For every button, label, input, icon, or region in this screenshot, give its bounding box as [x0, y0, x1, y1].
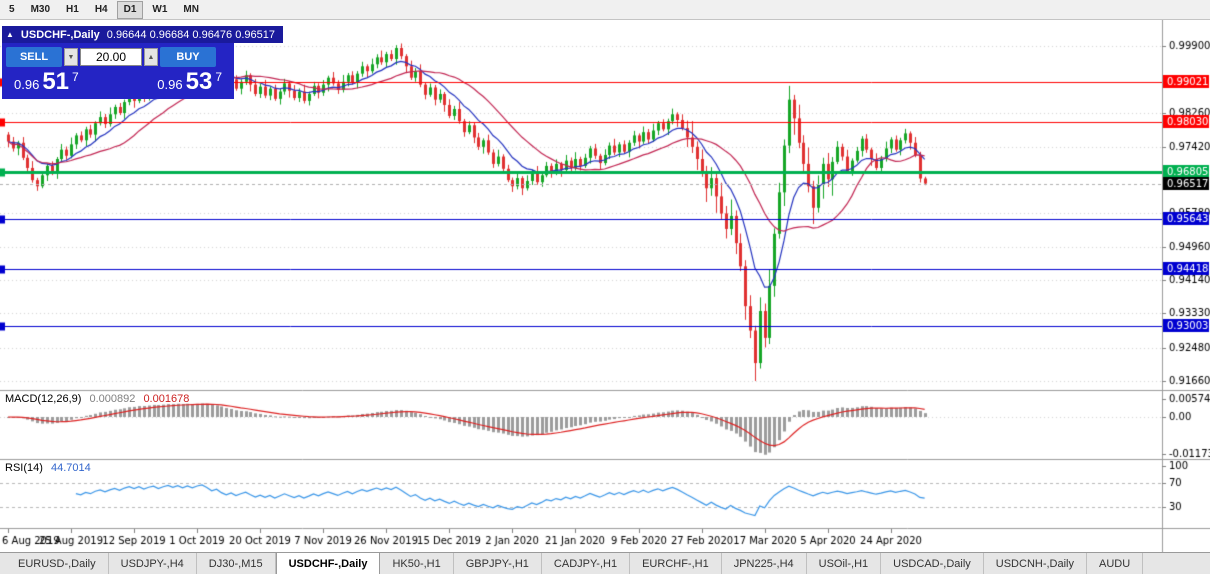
macd-indicator-label: MACD(12,26,9) 0.000892 0.001678 — [5, 393, 189, 405]
one-click-trading-panel: ▲ USDCHF-,Daily 0.96644 0.96684 0.96476 … — [2, 24, 283, 99]
volume-input[interactable] — [80, 48, 142, 66]
main-chart-canvas[interactable] — [0, 20, 1210, 552]
buy-button[interactable]: BUY — [160, 47, 216, 67]
volume-decrease-button[interactable]: ▼ — [64, 48, 78, 66]
chart-tab[interactable]: HK50-,H1 — [380, 553, 454, 574]
macd-indicator-name: MACD(12,26,9) — [5, 393, 82, 405]
chart-tab[interactable]: EURUSD-,Daily — [6, 553, 109, 574]
chart-tab[interactable]: EURCHF-,H1 — [630, 553, 722, 574]
volume-increase-button[interactable]: ▲ — [144, 48, 158, 66]
ask-price-fraction: 7 — [215, 70, 222, 84]
chart-tab[interactable]: USDCAD-,Daily — [881, 553, 984, 574]
bid-price[interactable]: 0.96 51 7 — [14, 70, 79, 94]
chart-tab[interactable]: USDCNH-,Daily — [984, 553, 1088, 574]
timeframe-button-h4[interactable]: H4 — [94, 3, 108, 15]
ask-price-pips: 53 — [185, 68, 213, 95]
ask-price-prefix: 0.96 — [157, 77, 183, 92]
collapse-panel-icon[interactable]: ▲ — [6, 30, 14, 39]
ohlc-values: 0.96644 0.96684 0.96476 0.96517 — [106, 28, 275, 41]
bid-price-fraction: 7 — [72, 70, 79, 84]
bid-price-pips: 51 — [42, 68, 70, 95]
ask-price[interactable]: 0.96 53 7 — [157, 70, 222, 94]
chart-tab[interactable]: USDJPY-,H4 — [109, 553, 197, 574]
chart-tabbar: EURUSD-,Daily USDJPY-,H4 DJ30-,M15 USDCHF-,… — [0, 552, 1210, 574]
timeframe-button-m30[interactable]: M30 — [30, 3, 51, 15]
symbol-title: USDCHF-,Daily — [20, 28, 100, 41]
timeframe-button-mn[interactable]: MN — [183, 3, 199, 15]
timeframe-button-d1[interactable]: D1 — [116, 0, 144, 19]
trade-panel-body: SELL ▼ ▲ BUY 0.96 51 7 0.96 53 7 — [2, 43, 234, 99]
macd-main-value: 0.000892 — [89, 393, 136, 405]
chart-tab[interactable]: DJ30-,M15 — [197, 553, 276, 574]
symbol-header: ▲ USDCHF-,Daily 0.96644 0.96684 0.96476 … — [2, 26, 283, 43]
chart-tab[interactable]: GBPJPY-,H1 — [454, 553, 542, 574]
chart-tab[interactable]: JPN225-,H4 — [722, 553, 807, 574]
timeframe-button-w1[interactable]: W1 — [152, 3, 168, 15]
rsi-indicator-label: RSI(14) 44.7014 — [5, 462, 91, 474]
sell-button[interactable]: SELL — [6, 47, 62, 67]
macd-signal-value: 0.001678 — [143, 393, 190, 405]
chart-tab[interactable]: AUDU — [1087, 553, 1144, 574]
timeframe-button-5[interactable]: 5 — [9, 3, 15, 15]
timeframe-toolbar: 5 M30 H1 H4 D1 W1 MN — [0, 0, 1210, 20]
bid-price-prefix: 0.96 — [14, 77, 40, 92]
chart-tab[interactable]: USOil-,H1 — [807, 553, 882, 574]
chart-tab[interactable]: CADJPY-,H1 — [542, 553, 631, 574]
rsi-value: 44.7014 — [50, 462, 91, 474]
rsi-indicator-name: RSI(14) — [5, 462, 43, 474]
chart-tab[interactable]: USDCHF-,Daily — [275, 553, 381, 574]
timeframe-button-h1[interactable]: H1 — [66, 3, 79, 15]
